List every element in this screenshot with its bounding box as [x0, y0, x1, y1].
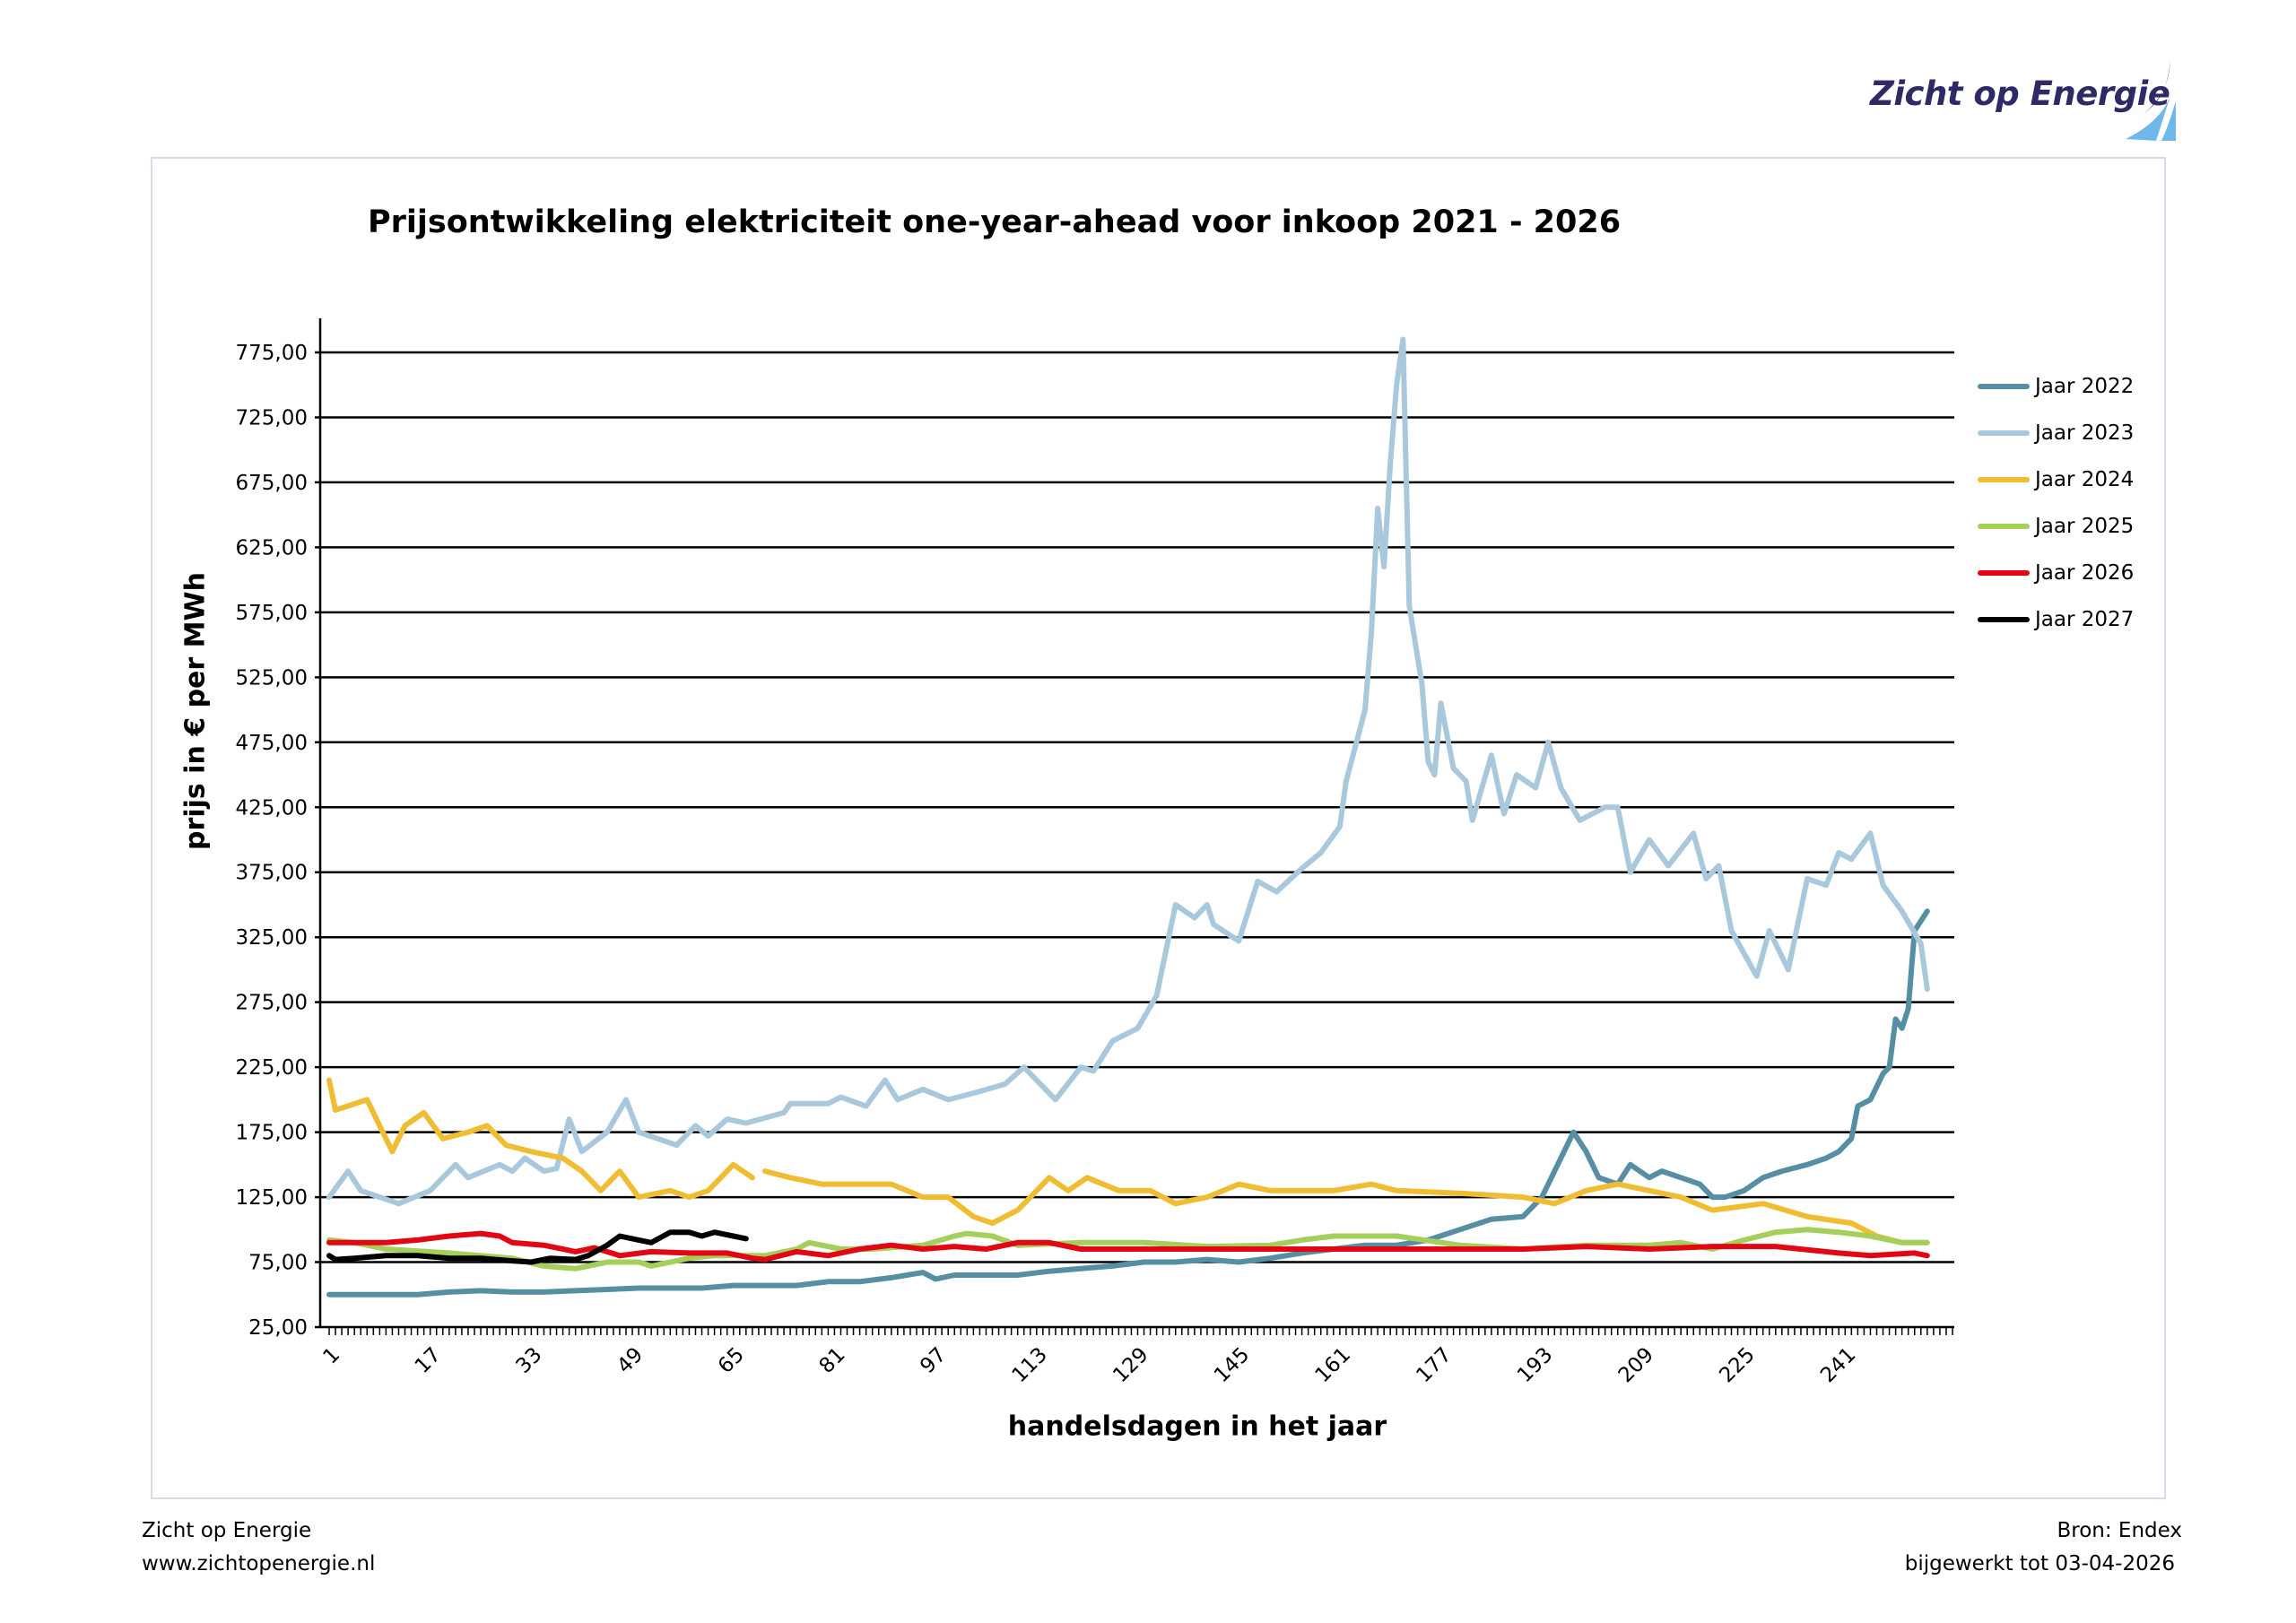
- legend-swatch: [1978, 570, 2030, 576]
- legend-label: Jaar 2022: [2035, 375, 2135, 398]
- x-tick-label: 97: [916, 1343, 951, 1378]
- footer-company: Zicht op Energie: [142, 1519, 312, 1542]
- x-tick-label: 145: [1210, 1343, 1254, 1387]
- y-tick-label: 575,00: [236, 602, 308, 625]
- logo-text: Zicht op Energie: [1870, 74, 2170, 113]
- legend-item: Jaar 2024: [1978, 456, 2134, 503]
- y-tick-label: 725,00: [236, 406, 308, 430]
- sail-icon: [2126, 60, 2176, 141]
- footer-updated: bijgewerkt tot 03-04-2026: [1904, 1552, 2175, 1575]
- legend-item: Jaar 2026: [1978, 550, 2134, 596]
- y-tick-label: 375,00: [236, 862, 308, 885]
- series-line-jaar-2026: [326, 1230, 1930, 1263]
- legend-swatch: [1978, 617, 2030, 622]
- chart-title: Prijsontwikkeling elektriciteit one-year…: [368, 204, 1622, 240]
- legend-swatch: [1978, 524, 2030, 529]
- x-tick-label: 161: [1311, 1343, 1355, 1387]
- y-tick-label: 675,00: [236, 472, 308, 495]
- footer-website[interactable]: www.zichtopenergie.nl: [142, 1552, 376, 1575]
- legend-item: Jaar 2027: [1978, 596, 2134, 643]
- x-tick-label: 113: [1008, 1343, 1052, 1387]
- legend-item: Jaar 2023: [1978, 410, 2134, 456]
- y-tick-label: 25,00: [248, 1316, 308, 1340]
- legend-swatch: [1978, 477, 2030, 482]
- y-tick-label: 625,00: [236, 536, 308, 560]
- y-tick-label: 775,00: [236, 342, 308, 365]
- series-line-jaar-2024: [326, 1077, 755, 1201]
- y-tick-label: 225,00: [236, 1056, 308, 1080]
- legend-label: Jaar 2024: [2035, 468, 2135, 491]
- legend-item: Jaar 2022: [1978, 363, 2134, 410]
- x-tick-label: 225: [1715, 1343, 1759, 1387]
- footer-source: Bron: Endex: [2057, 1519, 2182, 1542]
- chart-frame: [151, 157, 2166, 1499]
- x-tick-label: 65: [714, 1343, 749, 1378]
- series-line-jaar-2024: [762, 1168, 1930, 1245]
- x-tick-label: 241: [1816, 1343, 1860, 1387]
- x-tick-label: 177: [1412, 1343, 1456, 1387]
- legend: Jaar 2022 Jaar 2023 Jaar 2024 Jaar 2025 Jaar…: [1978, 363, 2134, 643]
- y-tick-label: 525,00: [236, 666, 308, 690]
- legend-label: Jaar 2023: [2035, 421, 2135, 445]
- legend-label: Jaar 2027: [2035, 608, 2135, 631]
- legend-swatch: [1978, 384, 2030, 389]
- x-axis-label: handelsdagen in het jaar: [1007, 1410, 1387, 1443]
- x-tick-label: 81: [815, 1343, 850, 1378]
- y-tick-label: 325,00: [236, 926, 308, 950]
- series-line-jaar-2023: [326, 336, 1930, 1207]
- legend-label: Jaar 2026: [2035, 561, 2135, 585]
- x-tick-label: 193: [1513, 1343, 1557, 1387]
- x-tick-label: 129: [1109, 1343, 1152, 1387]
- y-tick-label: 275,00: [236, 992, 308, 1015]
- x-tick-label: 1: [318, 1343, 344, 1369]
- x-tick-label: 17: [411, 1343, 446, 1378]
- x-tick-label: 209: [1614, 1343, 1658, 1387]
- legend-swatch: [1978, 430, 2030, 436]
- y-tick-label: 125,00: [236, 1186, 308, 1210]
- y-tick-label: 175,00: [236, 1122, 308, 1145]
- y-tick-label: 425,00: [236, 796, 308, 820]
- legend-label: Jaar 2025: [2035, 515, 2135, 538]
- y-tick-label: 475,00: [236, 732, 308, 755]
- legend-item: Jaar 2025: [1978, 503, 2134, 550]
- x-tick-label: 49: [613, 1343, 648, 1378]
- series-line-jaar-2022: [326, 908, 1930, 1298]
- series-line-jaar-2027: [326, 1229, 749, 1265]
- y-tick-label: 75,00: [248, 1252, 308, 1275]
- logo: Zicht op Energie: [1861, 58, 2202, 148]
- x-tick-label: 33: [511, 1343, 546, 1378]
